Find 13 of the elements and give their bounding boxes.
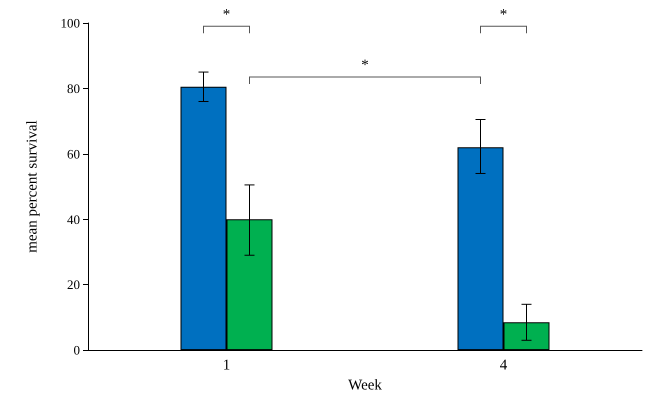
y-tick-label: 60 [67,146,80,162]
y-axis-title: mean percent survival [24,120,40,253]
x-axis-title: Week [348,378,382,394]
y-tick-label: 80 [67,80,80,96]
text: * [500,6,508,23]
y-tick-label: 0 [74,342,80,358]
y-tick-label: 100 [60,16,80,30]
text: * [222,6,230,23]
x-tick-label: 4 [500,358,508,374]
y-tick-label: 40 [67,212,80,227]
x-tick-label: 1 [222,358,230,374]
annotation: * [361,57,369,74]
y-tick-label: 20 [67,277,80,292]
